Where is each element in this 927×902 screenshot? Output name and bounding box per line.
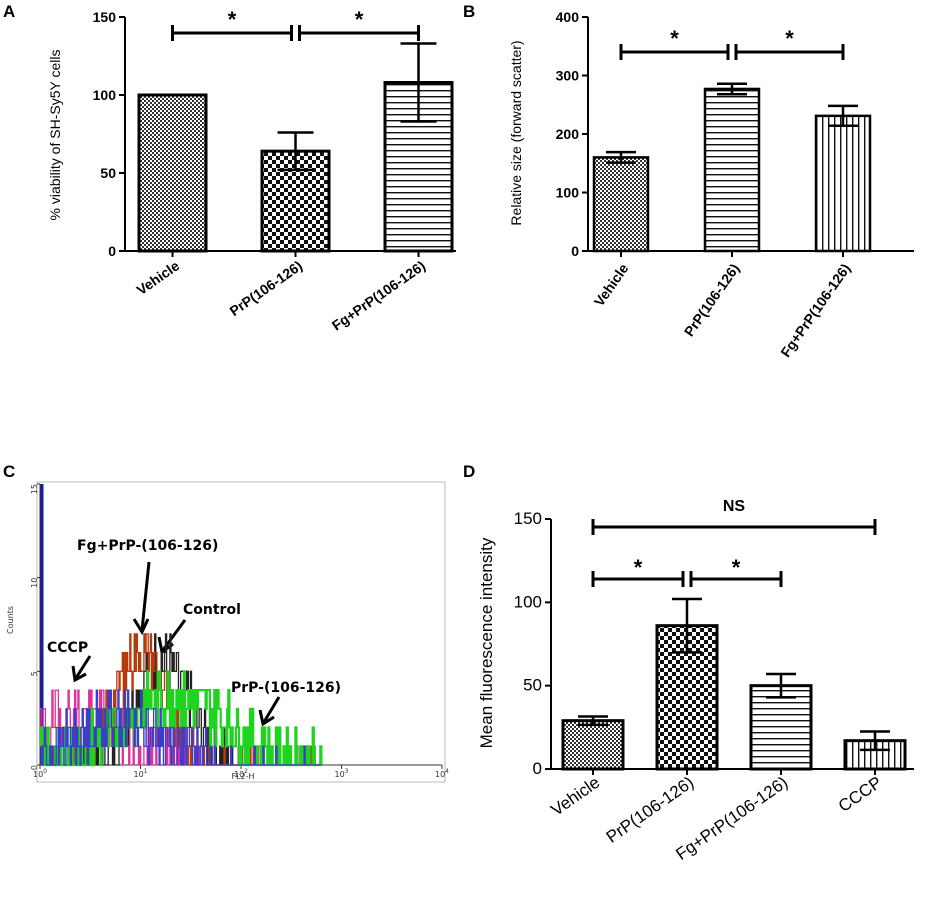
annotation-control: Control — [183, 602, 241, 618]
x-tick-label: 102 — [234, 768, 248, 779]
arrow-cccp-head — [71, 665, 87, 683]
chart-a: % viability of SH-Sy5Y cells 0 50 100 150 Ve… — [47, 7, 456, 334]
significance-label: NS — [723, 498, 746, 515]
category-label: Vehicle — [591, 260, 632, 309]
arrow-prp — [262, 696, 281, 723]
category-label: PrP(106-126) — [603, 773, 698, 847]
y-tick-label: 50 — [100, 165, 116, 181]
annotation-prp: PrP-(106-126) — [231, 680, 341, 696]
chart-b: Relative size (forward scatter) 0 100 200 3… — [508, 9, 914, 360]
x-axis-label-c: FL2-H — [231, 772, 254, 781]
y-tick-label: 100 — [93, 87, 117, 103]
histogram-series — [40, 689, 322, 766]
chart-d: Mean fluorescence intensity 0 50 100 150 Veh… — [477, 498, 914, 864]
x-tick-label: 104 — [435, 768, 449, 779]
bar — [592, 156, 650, 253]
y-tick-label: 150 — [93, 9, 117, 25]
y-tick-label: 300 — [556, 68, 580, 84]
category-label: Vehicle — [547, 773, 603, 820]
y-axis-label-a: % viability of SH-Sy5Y cells — [47, 50, 63, 221]
y-tick-label: 5 — [30, 671, 39, 676]
y-tick-label: 0 — [571, 243, 579, 259]
x-tick-label: 101 — [133, 768, 147, 779]
category-label: PrP(106-126) — [681, 261, 743, 340]
y-tick-label: 400 — [556, 9, 580, 25]
y-tick-label: 0 — [108, 243, 116, 259]
significance-label: * — [670, 26, 679, 51]
arrow-fg-prp — [140, 561, 151, 631]
y-tick-label: 0 — [533, 759, 542, 778]
annotation-fg-prp: Fg+PrP-(106-126) — [77, 538, 218, 554]
category-label: Fg+PrP(106-126) — [777, 261, 853, 360]
panel-label-c: C — [3, 462, 15, 481]
arrow-cccp — [74, 655, 92, 679]
y-tick-label: 100 — [514, 592, 542, 611]
arrow-fg-prp-head — [132, 618, 150, 636]
category-label: Vehicle — [134, 257, 183, 298]
x-tick-label: 103 — [334, 768, 348, 779]
bar — [703, 87, 761, 253]
significance-label: * — [785, 26, 794, 51]
significance-label: * — [634, 555, 643, 580]
annotation-cccp: CCCP — [47, 640, 88, 656]
panel-label-a: A — [3, 2, 15, 21]
x-tick-label: 100 — [33, 768, 47, 779]
y-tick-label: 15 — [30, 484, 39, 494]
category-label: Fg+PrP(106-126) — [329, 257, 428, 333]
y-tick-label: 50 — [523, 676, 542, 695]
chart-c: Counts FL2-H Fg+PrP-(106-126) Control CC… — [6, 481, 449, 783]
y-axis-label-d: Mean fluorescence intensity — [477, 537, 496, 748]
bar — [561, 719, 625, 771]
y-tick-label: 10 — [30, 578, 39, 588]
significance-label: * — [355, 7, 364, 32]
arrow-prp-head — [258, 709, 275, 727]
y-axis-label-c: Counts — [6, 606, 15, 634]
y-tick-label: 150 — [514, 509, 542, 528]
y-tick-label: 100 — [556, 185, 580, 201]
y-tick-label: 200 — [556, 126, 580, 142]
y-axis-label-b: Relative size (forward scatter) — [508, 40, 524, 225]
category-label: PrP(106-126) — [227, 257, 306, 319]
y-tick-label: 0 — [30, 765, 39, 770]
bar — [137, 93, 208, 253]
bar — [814, 114, 872, 253]
significance-label: * — [732, 555, 741, 580]
category-label: CCCP — [835, 773, 885, 816]
significance-label: * — [228, 7, 237, 32]
panel-label-b: B — [463, 2, 475, 21]
panel-label-d: D — [463, 462, 475, 481]
